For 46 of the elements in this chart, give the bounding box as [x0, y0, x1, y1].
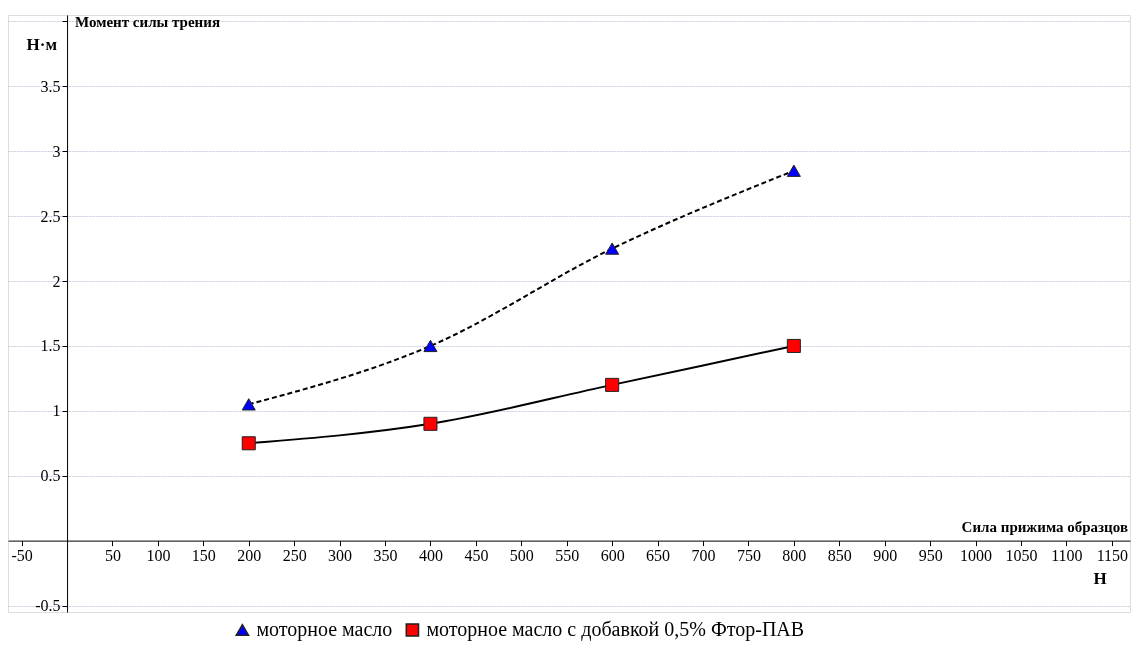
x-tick-label: 1100: [1051, 547, 1083, 565]
y-tick-label: 1.5: [40, 337, 61, 355]
annotation: Н: [1093, 568, 1107, 588]
x-tick-label: 650: [646, 547, 671, 565]
x-tick-label: 250: [282, 547, 307, 565]
y-tick-label: -0.5: [35, 597, 61, 615]
point: [423, 416, 438, 431]
x-tick-label: 100: [146, 547, 171, 565]
legend-label: моторное масло с добавкой 0,5% Фтор-ПАВ: [426, 618, 805, 641]
x-tick-label: 550: [555, 547, 580, 565]
point: [605, 242, 620, 255]
x-tick-label: 600: [600, 547, 625, 565]
point: [241, 436, 256, 451]
x-tick-label: 350: [373, 547, 398, 565]
x-tick-label: -50: [11, 547, 33, 565]
y-tick-label: 2.5: [40, 207, 61, 225]
x-tick-label: 750: [736, 547, 761, 565]
legend-label: моторное масло: [256, 618, 393, 641]
point: [423, 339, 438, 353]
x-tick-label: 200: [237, 547, 262, 565]
x-axis-title: Сила прижима образцов: [961, 518, 1128, 535]
y-tick-label: 2: [52, 272, 61, 290]
x-tick-label: 450: [464, 547, 489, 565]
x-tick-label: 500: [509, 547, 534, 565]
y-axis-title: Момент силы трения: [75, 14, 221, 30]
y-tick-label: 3.5: [40, 77, 61, 95]
x-tick-label: 900: [873, 547, 898, 565]
point: [786, 338, 801, 353]
point: [605, 377, 620, 392]
x-tick-label: 1000: [960, 547, 993, 565]
x-tick-label: 700: [691, 547, 716, 565]
y-tick-label: 3: [52, 142, 61, 160]
annotation: Н·м: [26, 35, 58, 54]
x-tick-label: 1150: [1096, 547, 1129, 565]
x-tick-label: 1050: [1005, 547, 1038, 565]
x-tick-label: 50: [104, 547, 121, 565]
x-tick-label: 800: [782, 547, 807, 565]
y-tick-label: 0.5: [40, 467, 61, 485]
y-tick-label: 1: [52, 402, 61, 420]
x-tick-label: 400: [418, 547, 443, 565]
x-tick-label: 300: [328, 547, 353, 565]
point: [241, 398, 256, 411]
x-tick-label: 850: [827, 547, 852, 565]
x-tick-label: 150: [191, 547, 216, 565]
x-tick-label: 950: [918, 547, 943, 565]
point: [786, 164, 801, 177]
